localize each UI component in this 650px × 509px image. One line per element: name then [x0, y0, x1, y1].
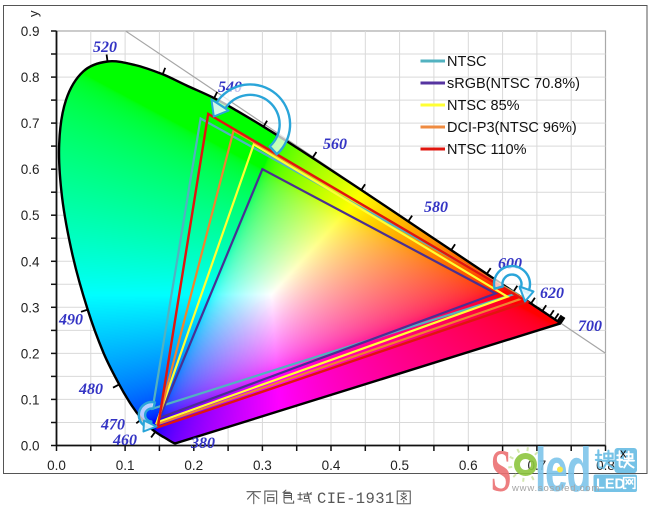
- svg-text:x: x: [620, 446, 627, 461]
- svg-text:620: 620: [540, 285, 564, 302]
- svg-text:NTSC 85%: NTSC 85%: [447, 98, 520, 114]
- svg-text:sRGB(NTSC 70.8%): sRGB(NTSC 70.8%): [447, 76, 580, 92]
- svg-text:560: 560: [323, 136, 347, 153]
- svg-text:580: 580: [424, 199, 448, 216]
- svg-text:380: 380: [190, 435, 215, 452]
- svg-text:led: led: [535, 436, 590, 506]
- svg-text:700: 700: [578, 318, 602, 335]
- svg-text:490: 490: [58, 312, 83, 329]
- svg-text:NTSC 110%: NTSC 110%: [447, 142, 527, 158]
- svg-text:460: 460: [112, 432, 137, 449]
- svg-text:480: 480: [78, 381, 103, 398]
- svg-text:NTSC: NTSC: [447, 54, 486, 70]
- svg-text:www.sosoled.com: www.sosoled.com: [511, 483, 600, 494]
- svg-text:470: 470: [100, 417, 125, 434]
- svg-text:CIE-1931: CIE-1931: [317, 490, 395, 508]
- svg-text:LED: LED: [596, 477, 625, 493]
- svg-text:S: S: [491, 438, 512, 504]
- svg-text:DCI-P3(NTSC 96%): DCI-P3(NTSC 96%): [447, 120, 577, 136]
- svg-text:520: 520: [93, 39, 117, 56]
